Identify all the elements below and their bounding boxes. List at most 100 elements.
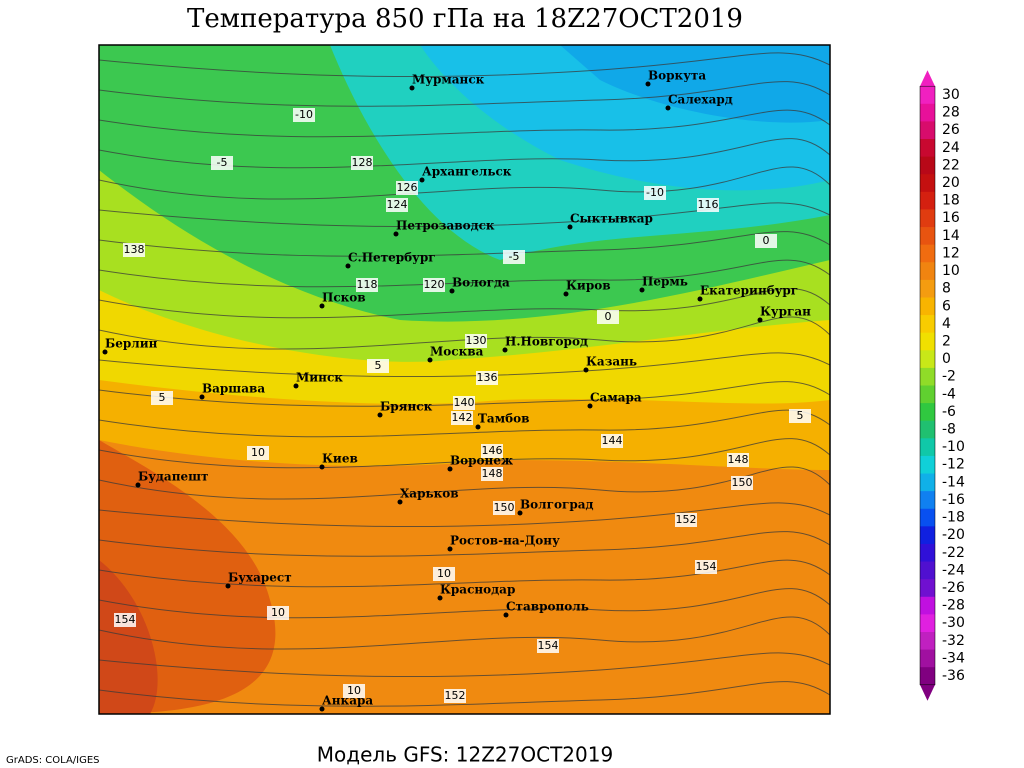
colorbar-swatch <box>920 649 935 668</box>
streamline <box>98 352 831 378</box>
city-label: Екатеринбург <box>700 284 798 298</box>
city-marker <box>225 583 231 589</box>
contour-label: 0 <box>763 234 770 247</box>
contour-label: -5 <box>217 156 228 169</box>
contour-label: 116 <box>698 198 719 211</box>
contour-label-box <box>597 310 619 324</box>
streamline <box>98 381 831 407</box>
colorbar-label: 8 <box>942 281 951 297</box>
contour-label: 0 <box>605 310 612 323</box>
colorbar-swatch <box>920 209 935 228</box>
city-marker <box>319 464 325 470</box>
streamline <box>98 202 831 228</box>
map: -10-5 128126124-10116-5013812011801301361… <box>98 44 831 715</box>
colorbar-label: -34 <box>942 650 965 666</box>
city-label: Анкара <box>322 694 373 708</box>
contour-label: 126 <box>397 181 418 194</box>
city-label: Краснодар <box>440 583 515 597</box>
contour-label-box <box>727 453 749 467</box>
colorbar-label: 22 <box>942 157 960 173</box>
contour-label-box <box>247 446 269 460</box>
contour-label: 5 <box>797 409 804 422</box>
city-marker <box>427 357 433 363</box>
contour-label-box <box>789 409 811 423</box>
streamline <box>98 231 831 257</box>
colorbar-label: 26 <box>942 122 960 138</box>
contour-label: 120 <box>424 278 445 291</box>
contour-label-box <box>267 606 289 620</box>
streamline <box>98 559 831 588</box>
contour-label-box <box>151 391 173 405</box>
city-marker <box>583 367 589 373</box>
city-label: Н.Новгород <box>505 335 588 349</box>
streamline <box>98 138 831 169</box>
contour-label: 148 <box>728 453 749 466</box>
contour-label-box <box>114 613 136 627</box>
colorbar-swatch <box>920 297 935 316</box>
colorbar-arrow <box>920 70 935 87</box>
city-marker <box>449 288 455 294</box>
colorbar-label: 30 <box>942 87 960 103</box>
colorbar-swatch <box>920 631 935 651</box>
streamline <box>98 681 831 707</box>
city-marker <box>563 291 569 297</box>
colorbar-swatch <box>920 614 935 633</box>
city-label: Будапешт <box>138 470 208 484</box>
city-marker <box>517 510 523 516</box>
contour-label: 144 <box>602 434 623 447</box>
footer: Модель GFS: 12Z27OCT2019 <box>317 743 613 767</box>
colorbar-swatch <box>920 244 935 263</box>
streamline <box>98 438 831 469</box>
contour-label-box <box>211 156 233 170</box>
contour-label-box <box>601 434 623 448</box>
contour-label-box <box>537 639 559 653</box>
colorbar-swatch <box>920 579 935 598</box>
contour-label-box <box>755 234 777 248</box>
cities: Мурманск Воркута Салехард Архангельск Петроз… <box>102 69 811 712</box>
colorbar-label: 10 <box>942 263 960 279</box>
contour-label: 152 <box>445 689 466 702</box>
colorbar-label: -8 <box>942 422 956 438</box>
colorbar-label: -30 <box>942 615 965 631</box>
colorbar-swatch <box>920 561 935 580</box>
colorbar-swatch <box>920 596 935 615</box>
colorbar-label: 0 <box>942 351 951 367</box>
contour-label: 154 <box>538 639 559 652</box>
city-label: Казань <box>586 355 637 369</box>
colorbar-arrow <box>920 684 935 701</box>
colorbar-swatch <box>920 403 935 422</box>
contour-label-box <box>433 567 455 581</box>
contour-label-box <box>465 334 487 348</box>
city-marker <box>397 499 403 505</box>
contour-label-box <box>697 198 719 212</box>
contour-label-box <box>351 156 373 170</box>
colorbar-label: 6 <box>942 298 951 314</box>
contour-label-box <box>396 181 418 195</box>
city-marker <box>319 303 325 309</box>
colorbar-label: -18 <box>942 510 965 526</box>
contour-label-box <box>476 371 498 385</box>
city-label: Сыктывкар <box>570 212 653 226</box>
streamline <box>98 652 831 678</box>
city-marker <box>447 466 453 472</box>
streamline <box>98 109 831 138</box>
streamline <box>98 52 831 78</box>
colorbar-swatch <box>920 279 935 298</box>
city-marker <box>587 403 593 409</box>
colorbar-label: -10 <box>942 439 965 455</box>
colorbar-label: -36 <box>942 668 965 684</box>
contour-label: 128 <box>352 156 373 169</box>
city-marker <box>102 349 108 355</box>
streamline <box>98 588 831 619</box>
colorbar: 302826242220181614121086420-2-4-6-8-10-1… <box>919 70 965 701</box>
colorbar-swatch <box>920 367 935 386</box>
city-marker <box>665 105 671 111</box>
contour-label: 154 <box>115 613 136 626</box>
contour-labels: -10-5 128126124-10116-5013812011801301361… <box>114 108 811 703</box>
city-marker <box>409 85 415 91</box>
contour-label: 10 <box>271 606 285 619</box>
streamline <box>98 316 831 350</box>
city-marker <box>447 546 453 552</box>
contour-label-box <box>675 513 697 527</box>
